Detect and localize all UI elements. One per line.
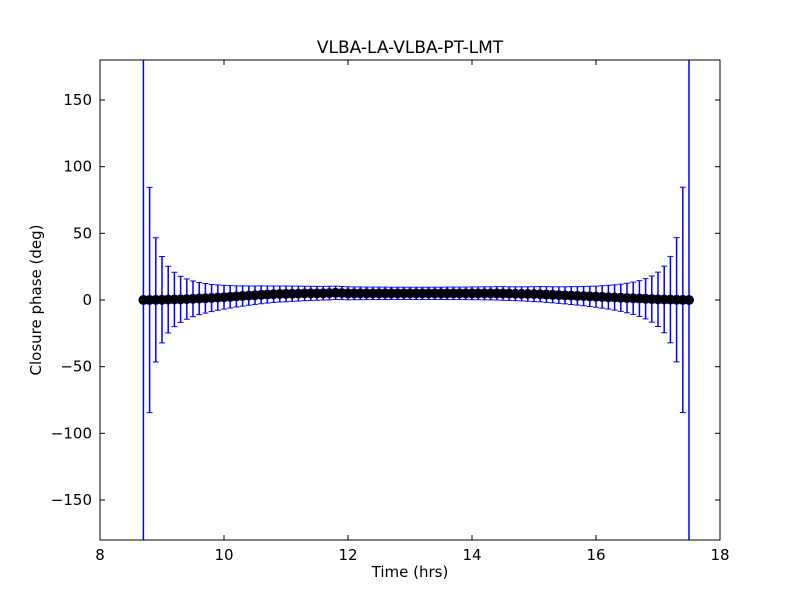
y-tick-label: −150 [51,491,92,509]
x-tick-label: 10 [214,546,233,564]
x-tick-label: 12 [338,546,357,564]
y-tick-label: 0 [82,291,92,309]
x-tick-label: 14 [462,546,481,564]
axes: 8 10 12 14 16 18 −150 −100 −50 0 50 100 150 [51,60,730,564]
x-tick-label: 16 [586,546,605,564]
chart-title: VLBA-LA-VLBA-PT-LMT [317,38,504,58]
y-axis-label: Closure phase (deg) [27,225,45,376]
y-tick-label: −50 [60,358,92,376]
plot-frame [99,59,721,541]
y-tick-label: 50 [73,224,92,242]
x-tick-label: 8 [95,546,105,564]
y-tick-label: −100 [51,424,92,442]
x-tick-label: 18 [710,546,729,564]
x-axis-label: Time (hrs) [371,563,449,581]
data-points [138,287,694,305]
y-tick-label: 150 [63,91,92,109]
y-tick-label: 100 [63,158,92,176]
data-point [684,295,694,305]
